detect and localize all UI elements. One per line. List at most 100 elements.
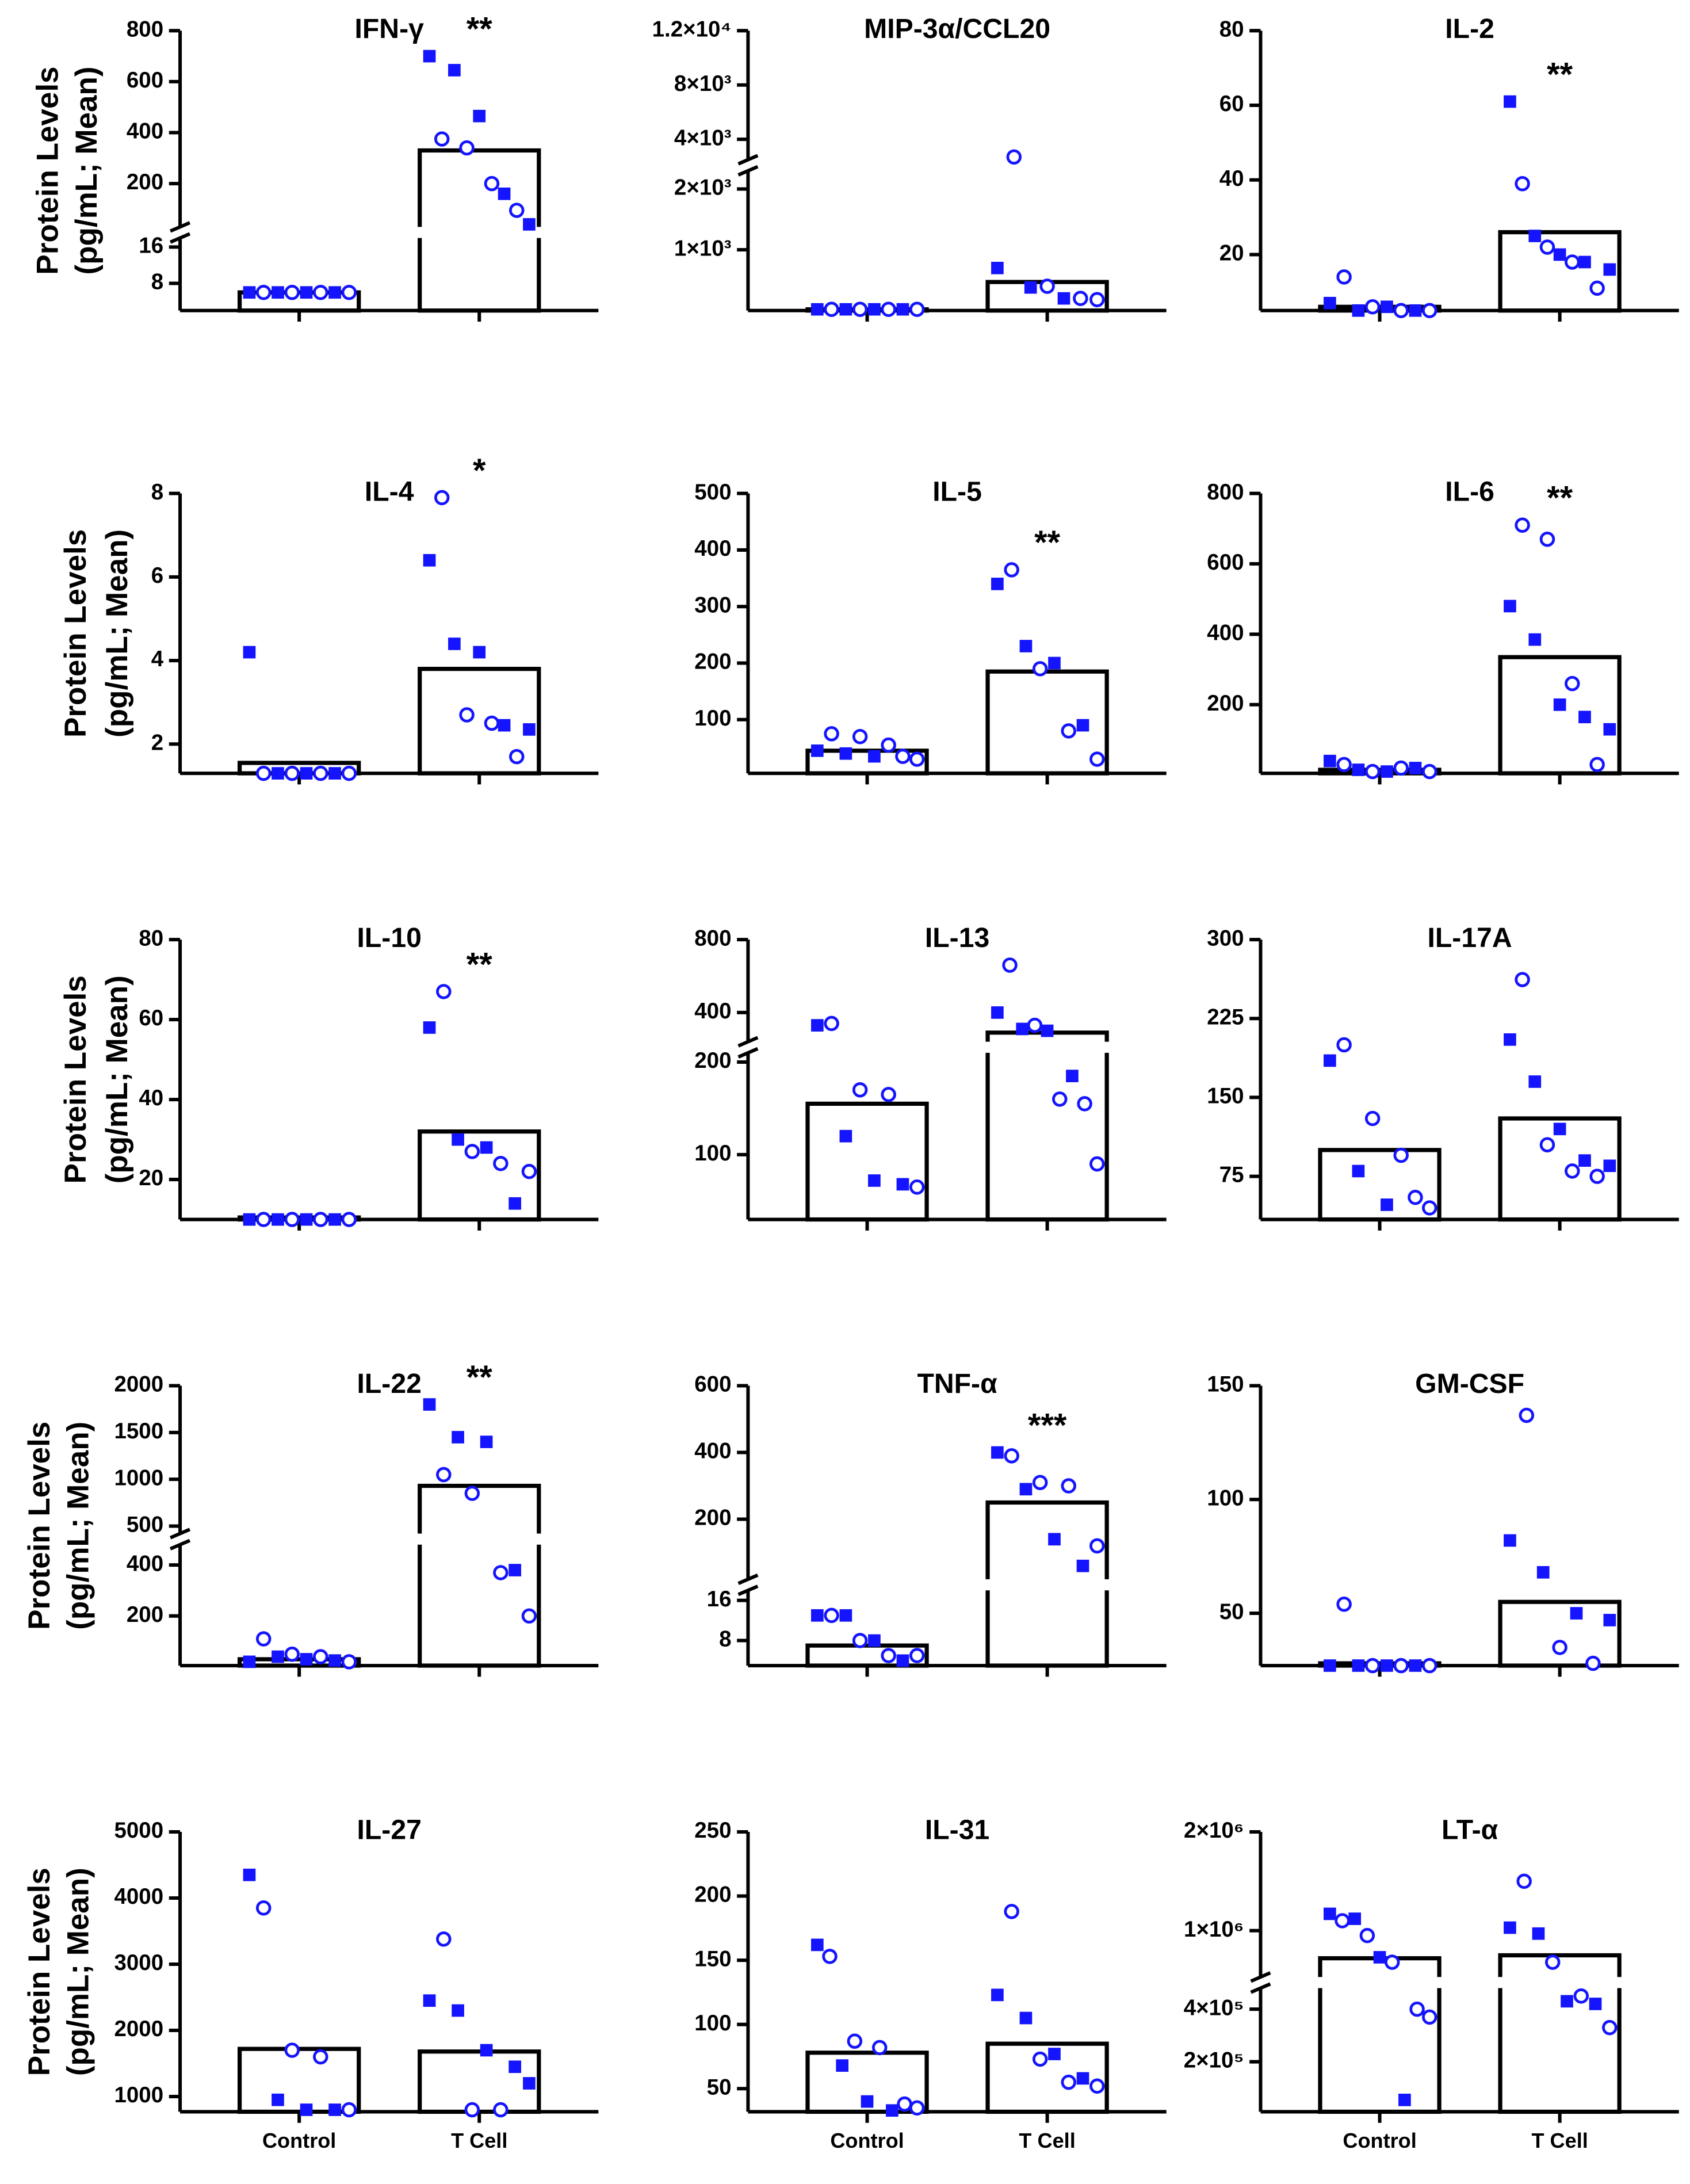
circle-point	[434, 490, 450, 506]
circle-point	[1364, 763, 1381, 780]
y-axis-label: Protein Levels	[59, 529, 93, 738]
circle-point	[852, 301, 868, 317]
panel-title: IL-6	[1445, 476, 1494, 507]
circle-point	[1364, 1110, 1381, 1127]
y-axis-label: (pg/mL; Mean)	[100, 975, 134, 1183]
circle-point	[313, 2049, 328, 2065]
circle-point	[284, 1646, 300, 1662]
circle-point	[1006, 149, 1022, 165]
square-point	[810, 303, 824, 316]
circle-point	[1061, 2074, 1076, 2090]
circle-point	[484, 175, 500, 192]
x-tick-label: T Cell	[1531, 2129, 1588, 2152]
square-point	[272, 767, 284, 780]
circle-point	[284, 765, 300, 781]
square-point	[452, 1133, 464, 1146]
circle-point	[1032, 661, 1048, 677]
break-mark	[737, 1573, 759, 1585]
y-tick-label: 16	[707, 1587, 732, 1612]
circle-point	[1364, 1658, 1381, 1674]
square-point	[272, 1213, 284, 1226]
axis-break-gap	[745, 1041, 1169, 1053]
circle-point	[493, 1156, 508, 1171]
circle-point	[1565, 254, 1580, 270]
mean-bar	[238, 2046, 361, 2114]
circle-point	[1052, 1091, 1068, 1107]
significance: **	[467, 11, 492, 48]
break-mark	[737, 154, 759, 166]
y-tick-label: 100	[694, 706, 731, 731]
y-tick-label: 150	[1207, 1372, 1244, 1397]
square-point	[1352, 1164, 1365, 1178]
break-mark	[737, 1584, 759, 1597]
circle-point	[313, 284, 328, 300]
circle-point	[464, 1144, 480, 1159]
square-point	[452, 1431, 464, 1444]
square-point	[423, 1398, 436, 1411]
circle-point	[1589, 757, 1605, 773]
square-point	[423, 1994, 436, 2007]
mean-bar	[1498, 230, 1622, 313]
mean-bar	[1498, 1599, 1622, 1668]
panel-title: MIP-3α/CCL20	[864, 13, 1050, 44]
y-tick-label: 400	[694, 999, 731, 1024]
circle-point	[1544, 1954, 1561, 1970]
circle-point	[493, 1565, 508, 1580]
square-point	[1381, 765, 1393, 778]
circle-point	[436, 1931, 452, 1947]
y-tick-label: 1.2×10⁴	[652, 17, 732, 41]
y-tick-label: 200	[127, 1602, 163, 1627]
break-mark	[170, 1528, 191, 1540]
circle-point	[909, 2100, 925, 2116]
y-tick-label: 1500	[114, 1419, 163, 1444]
break-mark	[170, 1538, 191, 1551]
square-point	[523, 218, 536, 231]
circle-point	[1602, 2019, 1618, 2036]
square-point	[243, 286, 256, 299]
circle-point	[1336, 1596, 1352, 1612]
circle-point	[1073, 291, 1088, 306]
square-point	[1352, 763, 1365, 776]
square-point	[1066, 1070, 1079, 1082]
y-tick-label: 20	[139, 1166, 163, 1190]
square-point	[1553, 248, 1566, 261]
circle-point	[341, 284, 357, 300]
circle-point	[1039, 278, 1055, 294]
square-point	[1504, 1033, 1516, 1046]
square-point	[1578, 711, 1591, 724]
square-point	[1409, 304, 1422, 317]
square-point	[1528, 230, 1542, 242]
y-tick-label: 5000	[114, 1818, 163, 1843]
significance: **	[467, 946, 492, 983]
panel-title: IL-2	[1445, 13, 1494, 44]
circle-point	[341, 2102, 357, 2118]
significance: **	[1034, 524, 1060, 561]
circle-point	[852, 728, 868, 744]
axis-break-gap	[745, 1579, 1169, 1591]
square-point	[243, 1213, 256, 1226]
circle-point	[1515, 972, 1530, 987]
panel-title: IL-31	[925, 1815, 989, 1846]
circle-point	[1519, 1407, 1535, 1423]
square-point	[868, 750, 881, 763]
circle-point	[436, 1467, 452, 1483]
square-point	[300, 1653, 313, 1666]
circle-point	[881, 1087, 896, 1102]
mean-bar	[805, 1101, 929, 1222]
axis-break-gap	[177, 227, 602, 238]
axis-break-gap	[177, 1533, 602, 1545]
square-point	[886, 2104, 898, 2117]
circle-point	[852, 1633, 868, 1648]
square-point	[1504, 95, 1516, 108]
circle-point	[1384, 1954, 1400, 1970]
panel-title: TNF-α	[917, 1368, 997, 1399]
circle-point	[1516, 1873, 1532, 1889]
panel-title: IL-22	[357, 1368, 422, 1399]
square-point	[498, 719, 511, 732]
circle-point	[909, 751, 925, 767]
axis-break-gap	[745, 159, 1169, 171]
square-point	[810, 1938, 824, 1952]
break-mark	[170, 221, 191, 233]
square-point	[508, 1197, 521, 1210]
square-point	[243, 646, 256, 659]
